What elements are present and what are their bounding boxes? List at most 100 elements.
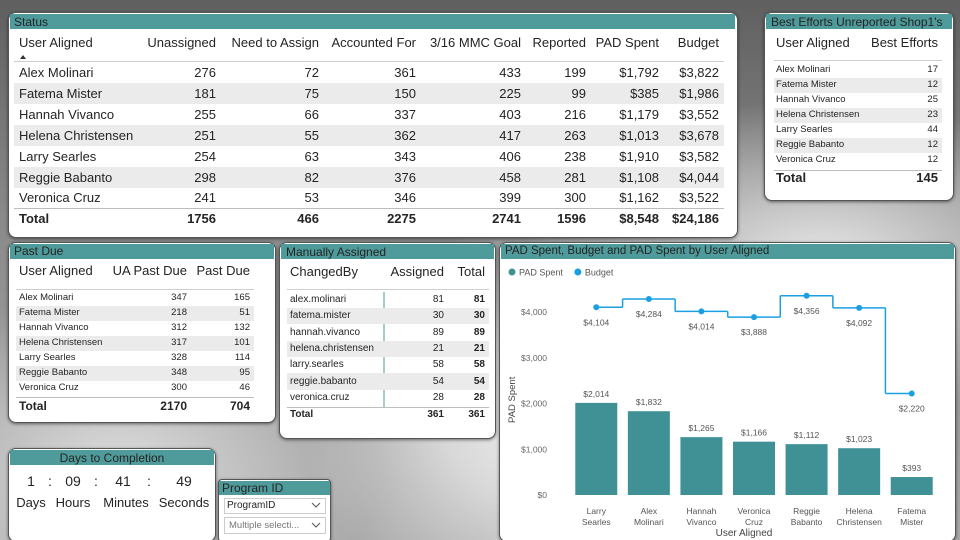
table-cell: 317 [171,337,187,348]
data-label: $4,014 [688,321,714,331]
legend-marker [574,268,582,276]
table-cell: 150 [394,85,416,101]
total-cell: Total [290,409,314,420]
column-header: Reported [532,35,586,50]
header-rule [287,289,489,290]
row-stripe [14,83,724,105]
table-cell: 199 [564,65,586,80]
bar [785,444,828,495]
table-cell: 53 [304,190,319,206]
table-cell: 263 [564,127,586,143]
status-panel [8,12,738,238]
total-cell: 2170 [160,399,187,413]
chevron[interactable] [311,522,321,528]
table-cell: 44 [927,124,938,135]
table-cell: 101 [234,337,250,348]
total-cell: 145 [916,170,938,185]
data-label: $1,166 [741,428,767,438]
x-tick-label: Fatema Mister [897,506,927,527]
countdown-separator: : [94,473,98,489]
table-cell: 95 [239,367,250,378]
total-cell: $24,186 [672,211,719,226]
line-marker [593,304,600,311]
table-cell: 337 [394,106,416,122]
column-header: PAD Spent [595,35,659,50]
total-cell: 361 [468,409,485,420]
table-cell: 298 [194,169,216,185]
legend-marker [508,268,516,276]
program-header-bar [219,481,330,495]
table-cell: $1,108 [619,169,659,185]
line-marker [908,390,915,397]
x-tick-label: Helena Christensen [836,506,882,527]
total-rule [774,170,942,171]
table-cell: 63 [304,148,319,164]
total-cell: 704 [229,399,250,413]
header-rule [14,61,724,62]
bar [733,441,775,495]
status-header-bar [10,14,735,29]
y-tick-label: $2,000 [521,399,547,409]
column-header: Accounted For [331,35,416,50]
chevron[interactable] [311,502,321,508]
table-cell: 376 [394,169,416,185]
countdown-value: 09 [65,473,81,489]
column-header: Best Efforts [871,35,938,50]
table-cell: $3,522 [679,190,719,206]
table-cell: 75 [304,85,319,101]
table-cell: 25 [927,94,938,105]
table-cell: 343 [394,148,416,164]
table-cell: $1,179 [619,106,659,122]
table-cell: 30 [473,310,485,322]
countdown-unit: Seconds [158,495,210,510]
total-cell: 361 [427,409,444,420]
table-cell: $1,986 [679,85,719,101]
column-header: User Aligned [19,263,93,278]
dropdown[interactable] [224,498,326,514]
table-cell: 347 [171,292,187,303]
table-cell: 55 [304,127,319,143]
row-stripe [287,308,489,325]
total-cell: Total [776,170,807,185]
countdown-separator: : [147,473,151,489]
x-tick-label: Alex Molinari [633,506,664,527]
data-label: $2,014 [583,389,609,399]
y-tick-label: $0 [538,490,548,500]
data-label: $2,220 [899,403,925,413]
column-header: Budget [677,35,719,50]
bar [890,477,933,495]
table-cell: Veronica Cruz [19,190,101,206]
table-cell: 66 [304,106,319,122]
total-cell: $8,548 [619,211,659,226]
table-cell: $1,910 [619,148,659,164]
bar [838,448,881,495]
table-cell: 399 [499,190,521,206]
row-stripe [287,373,489,390]
dropdown[interactable] [224,517,326,534]
y-axis-title: PAD Spent [507,376,518,423]
bar [627,411,670,495]
column-header: Total [457,264,485,279]
table-cell: 254 [194,148,216,164]
past-due-panel [8,242,276,423]
table-cell: 281 [564,169,586,185]
y-tick-label: $3,000 [521,353,547,363]
table-cell: 251 [194,127,216,143]
table-cell: 89 [473,326,485,338]
panel-title: Days to Completion [59,451,165,465]
table-cell: Larry Searles [776,124,833,135]
table-cell: $3,552 [679,106,719,122]
total-cell: 2741 [492,211,521,226]
table-cell: $1,162 [619,190,659,206]
column-header: UA Past Due [112,263,187,278]
x-tick-label: Hannah Vivanco [686,506,717,527]
data-label: $1,265 [688,423,714,433]
panel-title: Past Due [14,244,64,258]
table-cell: veronica.cruz [290,391,350,403]
data-label: $3,888 [741,327,767,337]
countdown-separator: : [48,473,52,489]
total-cell: 466 [297,211,319,226]
table-cell: 51 [239,307,250,318]
table-cell: 114 [234,352,250,363]
table-cell: Hannah Vivanco [776,94,846,105]
